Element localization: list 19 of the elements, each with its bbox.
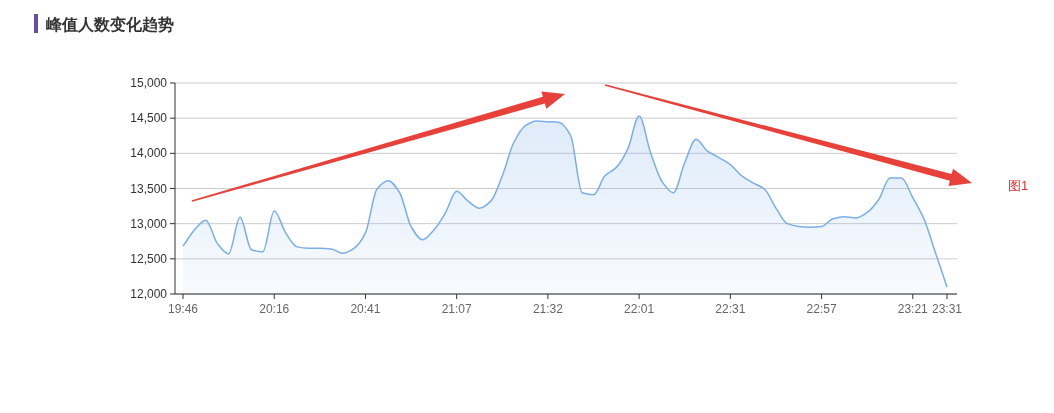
y-tick-label: 14,500 (130, 111, 168, 126)
y-tick-label: 12,500 (130, 251, 168, 266)
caption: 图1 (1008, 178, 1029, 193)
x-tick-label: 19:46 (167, 302, 199, 316)
y-tick-label: 12,000 (130, 287, 168, 301)
y-tick-label: 13,000 (130, 216, 168, 231)
x-tick-label: 22:01 (624, 302, 655, 316)
x-tick-label: 21:32 (532, 302, 564, 316)
chart-title: 峰值人数变化趋势 (46, 16, 174, 33)
x-tick-label: 23:31 (931, 302, 963, 316)
x-tick-label: 20:16 (259, 302, 290, 316)
y-tick-label: 14,000 (130, 146, 168, 161)
y-tick-label: 13,500 (130, 181, 168, 196)
x-tick-label: 22:57 (806, 302, 837, 316)
x-tick-label: 21:07 (441, 302, 473, 316)
x-tick-label: 22:31 (715, 302, 746, 316)
y-tick-label: 15,000 (130, 76, 168, 90)
x-tick-label: 20:41 (350, 302, 381, 316)
x-tick-label: 23:21 (897, 302, 929, 316)
